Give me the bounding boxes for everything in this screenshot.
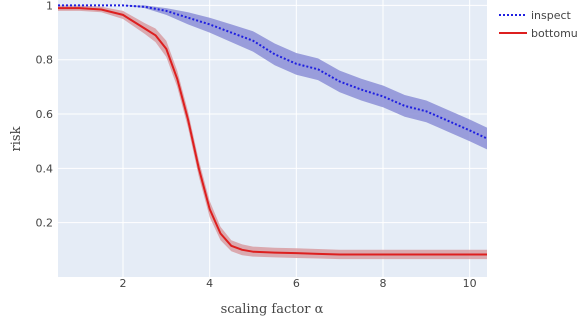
- x-tick-label: 2: [120, 277, 127, 290]
- y-tick-labels: 0.2 0.4 0.6 0.8 1: [36, 0, 54, 230]
- y-tick-label: 1: [46, 0, 53, 12]
- plot-background: [58, 0, 487, 277]
- inspect-line: [58, 4, 488, 140]
- legend-item-inspect[interactable]: inspect: [499, 9, 572, 22]
- x-tick-label: 4: [206, 277, 213, 290]
- legend-item-bottomup[interactable]: bottomup: [499, 27, 577, 40]
- bottomup-line: [58, 7, 487, 256]
- y-axis-title: risk: [9, 126, 24, 151]
- legend-label: inspect: [531, 9, 572, 22]
- legend[interactable]: inspect bottomup: [499, 9, 577, 40]
- y-tick-label: 0.2: [36, 217, 54, 230]
- x-tick-label: 6: [293, 277, 300, 290]
- x-tick-label: 8: [380, 277, 387, 290]
- y-tick-label: 0.4: [36, 162, 54, 175]
- series-lines: [58, 4, 488, 256]
- x-axis-title: scaling factor α: [221, 302, 324, 317]
- x-tick-labels: 2 4 6 8 10: [120, 277, 477, 290]
- legend-label: bottomup: [531, 27, 577, 40]
- y-tick-label: 0.6: [36, 108, 54, 121]
- y-tick-label: 0.8: [36, 54, 54, 67]
- x-tick-label: 10: [463, 277, 477, 290]
